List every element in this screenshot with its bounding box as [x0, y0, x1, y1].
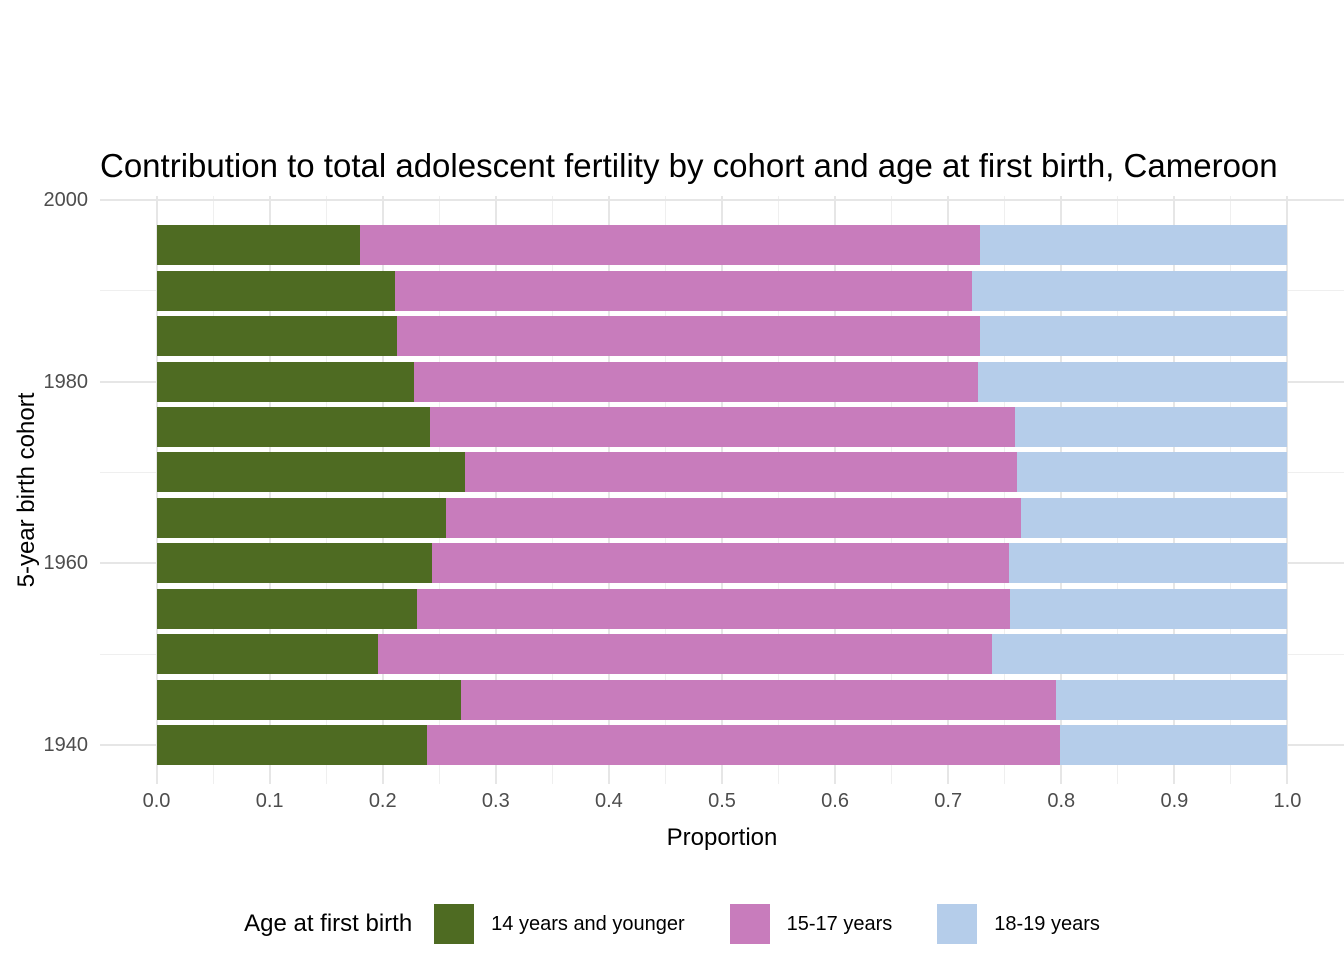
legend-swatch — [434, 904, 475, 944]
bar-segment — [156, 497, 447, 538]
bar-segment — [156, 225, 361, 266]
bar-segment — [1014, 407, 1288, 448]
bar-segment — [156, 407, 431, 448]
legend-label: 18-19 years — [994, 912, 1100, 935]
legend-item: 18-19 years — [937, 904, 1100, 944]
bar-segment — [156, 543, 433, 584]
x-gridline-major — [1286, 196, 1289, 784]
bar-segment — [460, 679, 1056, 720]
plot-panel — [100, 196, 1344, 784]
bar-segment — [156, 679, 461, 720]
y-tick-label: 1960 — [43, 552, 89, 575]
bar-segment — [156, 452, 466, 493]
x-tick-label: 0.6 — [821, 790, 849, 812]
legend-item: 15-17 years — [729, 904, 893, 944]
bar-segment — [378, 634, 993, 675]
bar-segment — [1055, 679, 1288, 720]
y-tick-label: 1940 — [43, 733, 89, 756]
y-gridline-major — [100, 198, 1344, 201]
bar-segment — [432, 543, 1010, 584]
legend-label: 14 years and younger — [491, 912, 685, 935]
bar-segment — [446, 497, 1021, 538]
legend-title: Age at first birth — [244, 910, 413, 937]
bar-segment — [426, 724, 1061, 765]
bar-segment — [360, 225, 980, 266]
bar-segment — [465, 452, 1018, 493]
legend-swatch — [937, 904, 978, 944]
bar-segment — [156, 270, 396, 311]
y-tick-label: 2000 — [43, 188, 89, 211]
bar-segment — [430, 407, 1015, 448]
legend: Age at first birth 14 years and younger 1… — [0, 896, 1344, 952]
chart-title: Contribution to total adolescent fertili… — [100, 147, 1278, 184]
bar-segment — [156, 361, 415, 402]
bar-segment — [416, 588, 1011, 629]
bar-segment — [1017, 452, 1288, 493]
bar-segment — [397, 316, 980, 357]
x-tick-label: 0.7 — [934, 790, 963, 812]
x-tick-label: 0.0 — [142, 790, 171, 812]
x-tick-label: 0.5 — [708, 790, 736, 812]
bar-segment — [156, 316, 398, 357]
legend-items: 14 years and younger 15-17 years 18-19 yea… — [434, 904, 1100, 944]
bar-segment — [156, 634, 379, 675]
x-tick-label: 0.4 — [595, 790, 623, 812]
bar-segment — [979, 225, 1288, 266]
bar-segment — [977, 361, 1288, 402]
bar-segment — [992, 634, 1288, 675]
x-tick-label: 0.9 — [1160, 790, 1189, 812]
x-axis-title: Proportion — [666, 824, 778, 851]
bar-segment — [395, 270, 972, 311]
y-axis-title: 5-year birth cohort — [13, 392, 40, 588]
bar-segment — [156, 588, 417, 629]
x-tick-label: 0.3 — [481, 790, 510, 812]
bar-segment — [979, 316, 1288, 357]
x-tick-label: 0.8 — [1047, 790, 1076, 812]
bar-segment — [414, 361, 978, 402]
bar-segment — [1010, 588, 1288, 629]
legend-swatch — [729, 904, 770, 944]
legend-label: 15-17 years — [786, 912, 893, 935]
bar-segment — [1060, 724, 1288, 765]
bar-segment — [1009, 543, 1288, 584]
legend-item: 14 years and younger — [434, 904, 685, 944]
bar-segment — [971, 270, 1288, 311]
bar-segment — [156, 724, 427, 765]
x-tick-label: 0.1 — [255, 790, 284, 812]
y-tick-label: 1980 — [43, 370, 89, 393]
x-tick-label: 1.0 — [1273, 790, 1302, 812]
bar-segment — [1020, 497, 1288, 538]
x-tick-label: 0.2 — [368, 790, 397, 812]
